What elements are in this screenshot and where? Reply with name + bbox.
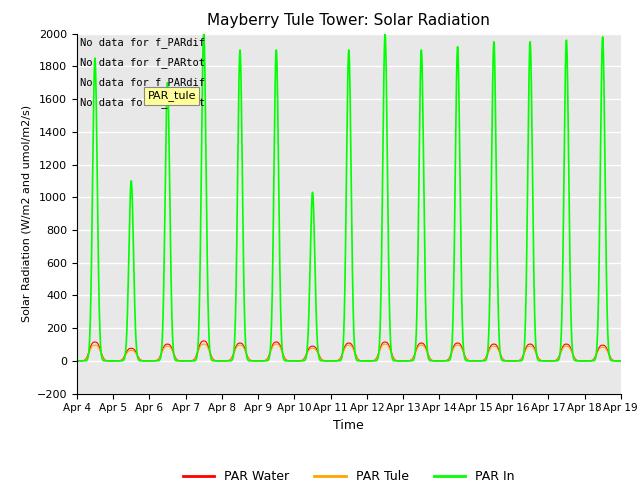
PAR Water	[616, 358, 624, 364]
Legend: PAR Water, PAR Tule, PAR In: PAR Water, PAR Tule, PAR In	[178, 465, 520, 480]
PAR In	[329, 358, 337, 364]
PAR In	[616, 358, 624, 364]
Text: No data for f_PARdif: No data for f_PARdif	[79, 77, 205, 88]
PAR Tule	[171, 354, 179, 360]
PAR Water	[617, 358, 625, 364]
PAR Tule	[441, 358, 449, 364]
PAR Tule	[617, 358, 625, 364]
Text: No data for f_PARtot: No data for f_PARtot	[79, 96, 205, 108]
Line: PAR Tule: PAR Tule	[77, 344, 621, 361]
PAR In	[109, 358, 117, 364]
X-axis label: Time: Time	[333, 419, 364, 432]
PAR Tule	[200, 341, 207, 347]
PAR Tule	[329, 358, 337, 364]
Y-axis label: Solar Radiation (W/m2 and umol/m2/s): Solar Radiation (W/m2 and umol/m2/s)	[21, 105, 31, 322]
PAR In	[171, 356, 179, 361]
Line: PAR In: PAR In	[77, 34, 621, 361]
Title: Mayberry Tule Tower: Solar Radiation: Mayberry Tule Tower: Solar Radiation	[207, 13, 490, 28]
PAR Water	[329, 358, 337, 364]
PAR Tule	[502, 358, 509, 363]
PAR In	[73, 358, 81, 364]
PAR In	[200, 31, 207, 36]
PAR Tule	[109, 358, 117, 364]
Text: No data for f_PARdif: No data for f_PARdif	[79, 37, 205, 48]
PAR Water	[109, 358, 117, 364]
PAR Water	[73, 358, 81, 364]
PAR Tule	[73, 358, 81, 364]
PAR Water	[441, 358, 449, 364]
PAR In	[471, 358, 479, 364]
Line: PAR Water: PAR Water	[77, 341, 621, 361]
PAR Tule	[471, 358, 479, 364]
PAR In	[502, 358, 509, 364]
PAR Water	[471, 358, 479, 364]
PAR Tule	[616, 358, 624, 364]
Text: PAR_tule: PAR_tule	[147, 90, 196, 101]
PAR Water	[200, 338, 207, 344]
PAR In	[441, 358, 449, 364]
Text: No data for f_PARtot: No data for f_PARtot	[79, 57, 205, 68]
PAR Water	[502, 358, 509, 363]
PAR In	[617, 358, 625, 364]
PAR Water	[171, 353, 179, 359]
